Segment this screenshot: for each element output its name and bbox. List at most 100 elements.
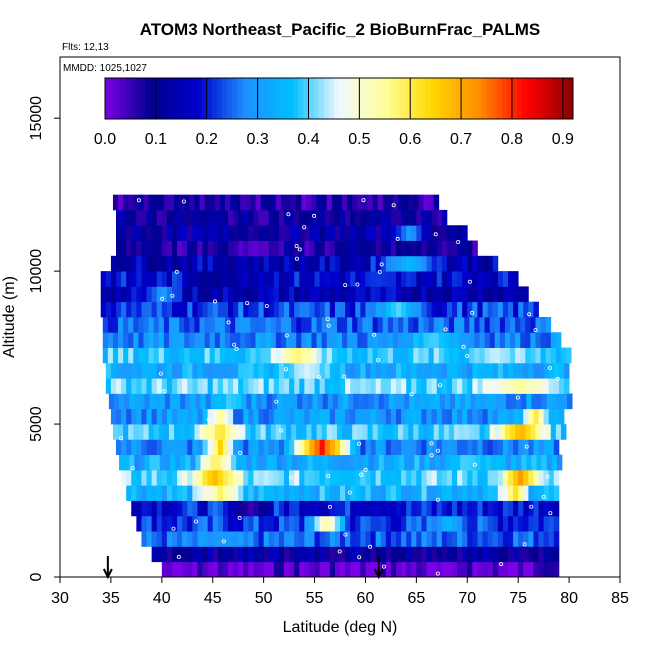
heatmap-cell: [340, 301, 346, 318]
heatmap-cell: [406, 240, 412, 257]
heatmap-cell: [433, 194, 440, 211]
heatmap-cell: [271, 454, 278, 471]
heatmap-cell: [528, 378, 534, 394]
heatmap-cell: [248, 439, 254, 456]
heatmap-cell: [454, 347, 460, 364]
y-tick-label: 15000: [28, 96, 45, 141]
heatmap-cell: [316, 347, 323, 364]
heatmap-cell: [294, 240, 300, 257]
heatmap-cell: [294, 469, 300, 486]
heatmap-cell: [268, 271, 275, 287]
heatmap-cell: [553, 561, 560, 578]
heatmap-cell: [467, 240, 473, 257]
heatmap-cell: [260, 424, 267, 440]
heatmap-cell: [141, 301, 147, 318]
heatmap-cell: [358, 393, 364, 410]
sample-point: [465, 353, 470, 358]
heatmap-cell: [426, 546, 433, 563]
heatmap-cell: [118, 194, 124, 211]
heatmap-cell: [136, 225, 142, 241]
heatmap-cell: [258, 531, 265, 547]
heatmap-cell: [416, 301, 422, 318]
heatmap-cell: [284, 531, 290, 547]
heatmap-cell: [289, 531, 295, 547]
heatmap-cell: [370, 378, 377, 394]
heatmap-cell: [367, 332, 373, 348]
heatmap-cell: [126, 485, 132, 501]
colorbar-segment: [247, 78, 254, 119]
heatmap-cell: [403, 194, 409, 211]
heatmap-cell: [533, 515, 539, 532]
heatmap-cell: [177, 378, 183, 394]
heatmap-cell: [428, 424, 435, 440]
heatmap-cell: [314, 225, 321, 241]
heatmap-cell: [311, 317, 317, 333]
heatmap-cell: [255, 347, 261, 364]
heatmap-cell: [187, 561, 193, 578]
heatmap-cell: [377, 194, 384, 211]
heatmap-cell: [357, 347, 363, 364]
heatmap-cell: [406, 515, 412, 532]
heatmap-cell: [355, 485, 361, 501]
heatmap-cell: [408, 332, 414, 348]
heatmap-cell: [268, 301, 275, 318]
heatmap-cell: [169, 454, 176, 471]
heatmap-cell: [174, 332, 180, 348]
heatmap-cell: [487, 271, 494, 287]
heatmap-cell: [319, 271, 326, 287]
heatmap-cell: [204, 347, 211, 364]
heatmap-cell: [485, 393, 492, 410]
heatmap-cell: [289, 362, 295, 379]
heatmap-cell: [243, 378, 249, 394]
heatmap-cell: [513, 362, 519, 379]
heatmap-cell: [202, 271, 209, 287]
heatmap-cell: [482, 500, 489, 517]
heatmap-cell: [158, 424, 165, 440]
heatmap-cell: [403, 347, 409, 364]
colorbar-segment: [547, 78, 554, 119]
heatmap-cell: [566, 347, 572, 364]
sample-point: [181, 199, 186, 204]
heatmap-cell: [497, 378, 504, 394]
heatmap-cell: [477, 485, 483, 501]
heatmap-cell: [401, 240, 407, 257]
heatmap-cell: [112, 347, 119, 364]
heatmap-cell: [304, 439, 310, 456]
heatmap-cell: [243, 500, 249, 517]
heatmap-cell: [136, 301, 142, 318]
heatmap-cell: [126, 408, 132, 425]
colorbar-segment: [542, 78, 549, 119]
heatmap-cell: [131, 286, 137, 303]
heatmap-cell: [319, 546, 326, 563]
heatmap-cell: [342, 424, 348, 440]
heatmap-cell: [350, 515, 356, 532]
heatmap-cell: [398, 194, 404, 211]
heatmap-cell: [340, 500, 346, 517]
heatmap-cell: [406, 255, 412, 272]
heatmap-cell: [299, 240, 305, 257]
heatmap-cell: [263, 561, 270, 578]
heatmap-cell: [245, 194, 251, 211]
heatmap-cell: [365, 408, 371, 425]
heatmap-cell: [284, 500, 290, 517]
heatmap-cell: [504, 424, 511, 440]
heatmap-cell: [136, 485, 142, 501]
heatmap-cell: [385, 515, 392, 532]
heatmap-cell: [207, 408, 214, 425]
heatmap-cell: [284, 378, 290, 394]
heatmap-cell: [131, 225, 137, 241]
heatmap-cell: [233, 240, 239, 257]
heatmap-cell: [294, 378, 300, 394]
heatmap-cell: [365, 271, 371, 287]
heatmap-cell: [380, 286, 387, 303]
heatmap-cell: [306, 332, 312, 348]
heatmap-cell: [151, 500, 158, 517]
heatmap-cell: [329, 271, 336, 287]
heatmap-cell: [347, 194, 353, 211]
heatmap-cell: [329, 561, 336, 578]
heatmap-cell: [187, 408, 193, 425]
heatmap-cell: [253, 271, 259, 287]
heatmap-cell: [492, 439, 499, 456]
sample-point: [160, 296, 165, 301]
heatmap-cell: [365, 500, 371, 517]
